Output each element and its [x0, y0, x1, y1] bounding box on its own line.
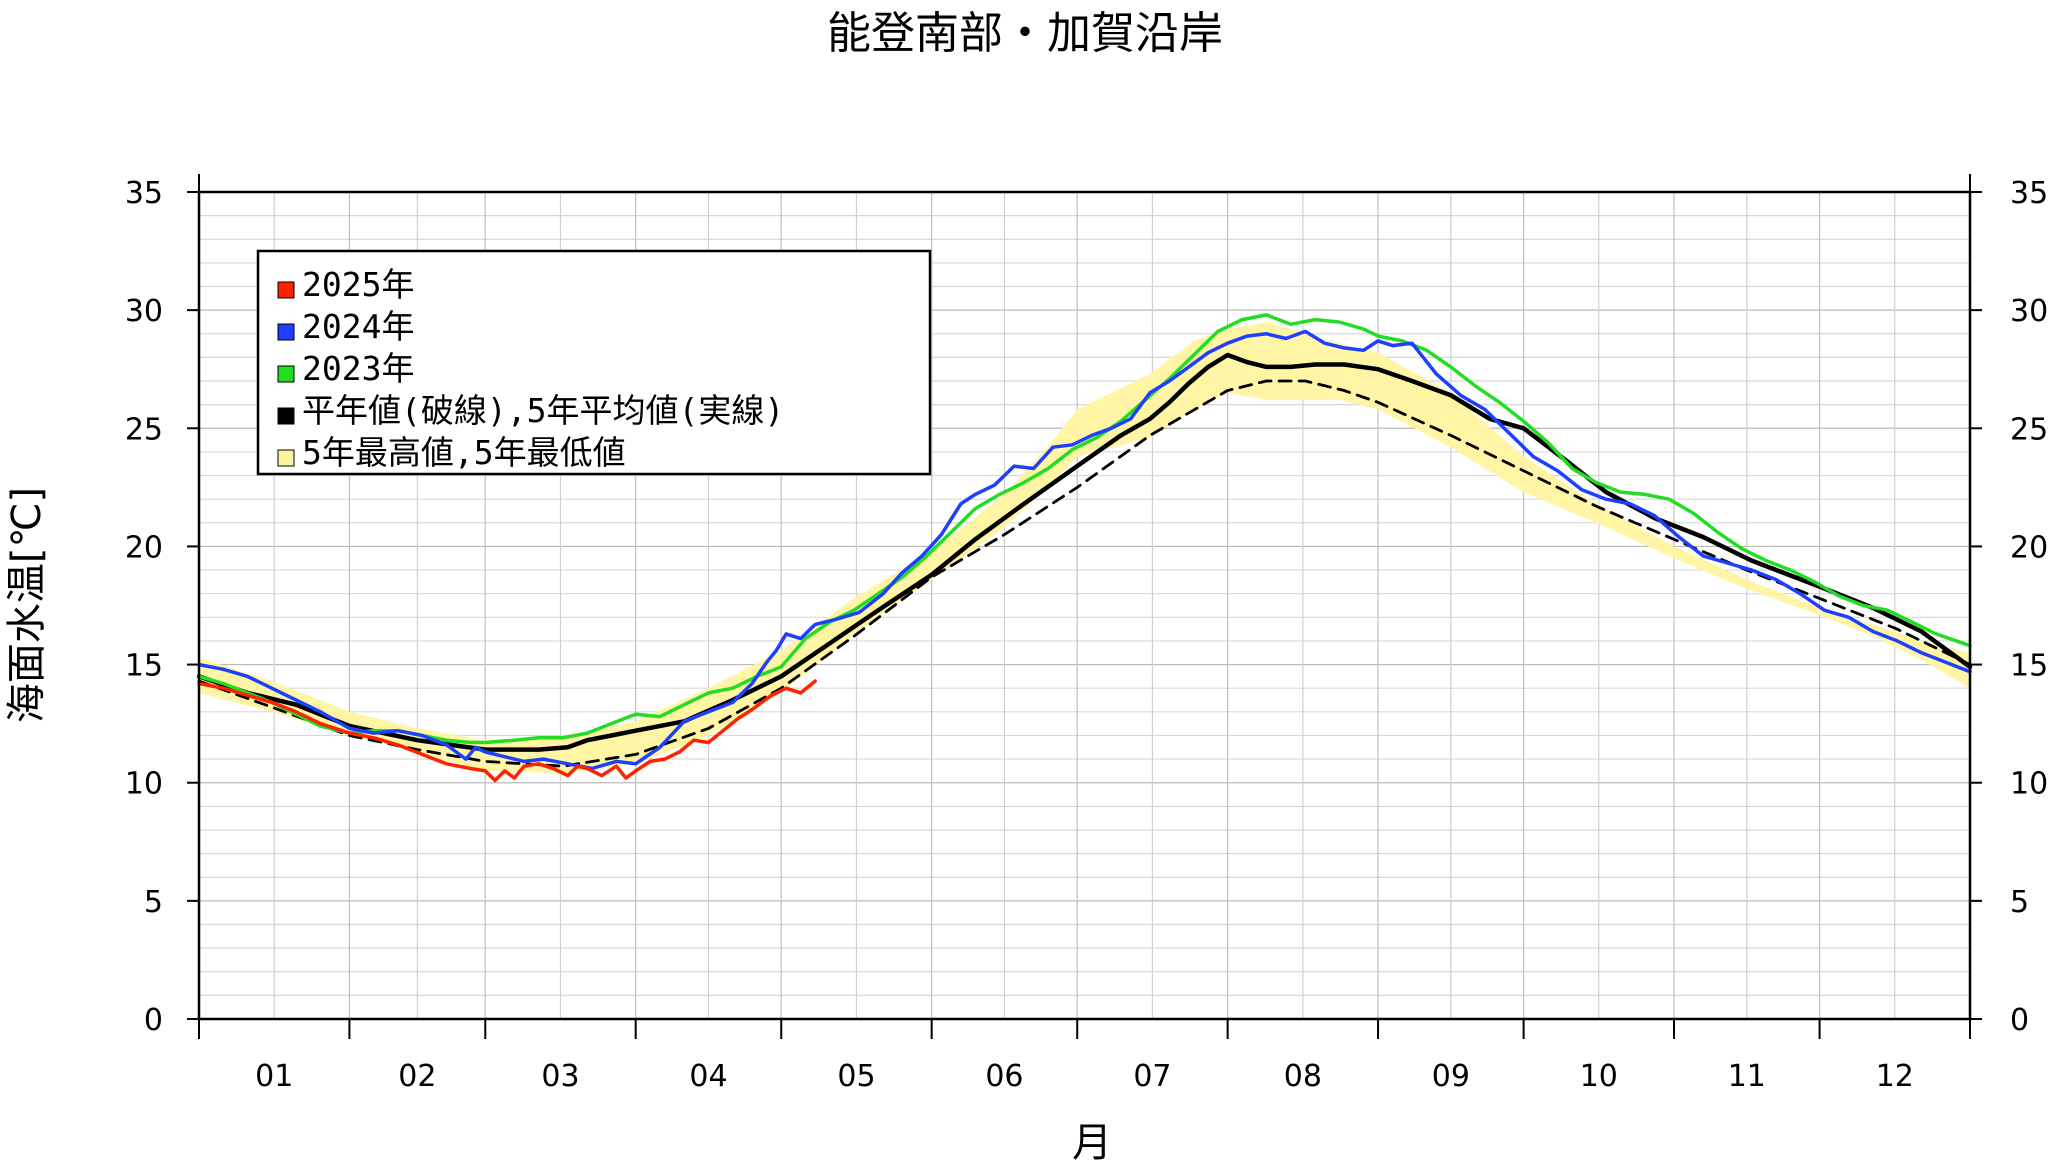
- y-tick-label-right: 5: [2010, 885, 2029, 920]
- legend-swatch-2025: [277, 281, 295, 299]
- y-tick-label-right: 0: [2010, 1003, 2029, 1038]
- x-tick-label: 04: [689, 1059, 727, 1094]
- x-tick-label: 02: [398, 1059, 436, 1094]
- legend: 2025年 2024年 2023年 平年値(破線),5年平均値(実線) 5年最高…: [256, 249, 932, 476]
- x-tick-label: 01: [255, 1059, 293, 1094]
- y-tick-label-left: 15: [125, 649, 163, 684]
- legend-label-2023: 2023年: [302, 349, 414, 388]
- legend-swatch-2023: [277, 365, 295, 383]
- y-tick-label-right: 10: [2010, 767, 2048, 802]
- x-tick-label: 06: [985, 1059, 1023, 1094]
- y-tick-label-right: 20: [2010, 530, 2048, 565]
- y-axis-right: 0 5 10 15 20 25 30 35: [1969, 174, 2048, 1038]
- y-tick-label-right: 15: [2010, 649, 2048, 684]
- x-axis-label: 月: [1072, 1120, 1112, 1166]
- x-tick-label: 09: [1432, 1059, 1470, 1094]
- y-tick-label-right: 30: [2010, 294, 2048, 329]
- x-tick-label: 12: [1876, 1059, 1914, 1094]
- legend-box: [256, 249, 932, 476]
- x-tick-label: 11: [1728, 1059, 1766, 1094]
- max-min-band: [199, 322, 1970, 774]
- series-normal-line: [197, 379, 1972, 768]
- x-axis: 01 02 03 04 05 06 07 08 09 10 11 12: [198, 1019, 1971, 1094]
- legend-swatch-normal-average: [277, 407, 295, 425]
- legend-label-2025: 2025年: [302, 265, 414, 304]
- plot-frame: [197, 190, 1972, 1021]
- y-tick-label-left: 5: [144, 885, 163, 920]
- y-tick-label-right: 35: [2010, 176, 2048, 211]
- y-tick-label-left: 30: [125, 294, 163, 329]
- y-tick-label-left: 25: [125, 412, 163, 447]
- band-layer: [199, 322, 1970, 774]
- series-layer: [196, 313, 1973, 783]
- legend-label-normal-average: 平年値(破線),5年平均値(実線): [302, 391, 784, 430]
- y-axis-left: 0 5 10 15 20 25 30 35: [125, 174, 200, 1038]
- y-axis-label: 海面水温[℃]: [4, 487, 50, 723]
- series-2025-line: [197, 679, 817, 783]
- x-tick-label: 07: [1133, 1059, 1171, 1094]
- x-tick-label: 10: [1580, 1059, 1618, 1094]
- y-tick-label-left: 35: [125, 176, 163, 211]
- y-tick-label-left: 0: [144, 1003, 163, 1038]
- legend-swatch-2024: [277, 323, 295, 341]
- legend-label-2024: 2024年: [302, 307, 414, 346]
- y-tick-label-right: 25: [2010, 412, 2048, 447]
- y-tick-label-left: 20: [125, 530, 163, 565]
- y-tick-label-left: 10: [125, 767, 163, 802]
- x-tick-label: 05: [837, 1059, 875, 1094]
- chart-title: 能登南部・加賀沿岸: [827, 8, 1223, 59]
- series-2024-line: [197, 329, 1972, 771]
- x-tick-label: 03: [541, 1059, 579, 1094]
- series-2023-line: [197, 313, 1972, 745]
- legend-swatch-max-min: [277, 449, 295, 467]
- legend-label-max-min: 5年最高値,5年最低値: [302, 433, 626, 472]
- x-tick-label: 08: [1284, 1059, 1322, 1094]
